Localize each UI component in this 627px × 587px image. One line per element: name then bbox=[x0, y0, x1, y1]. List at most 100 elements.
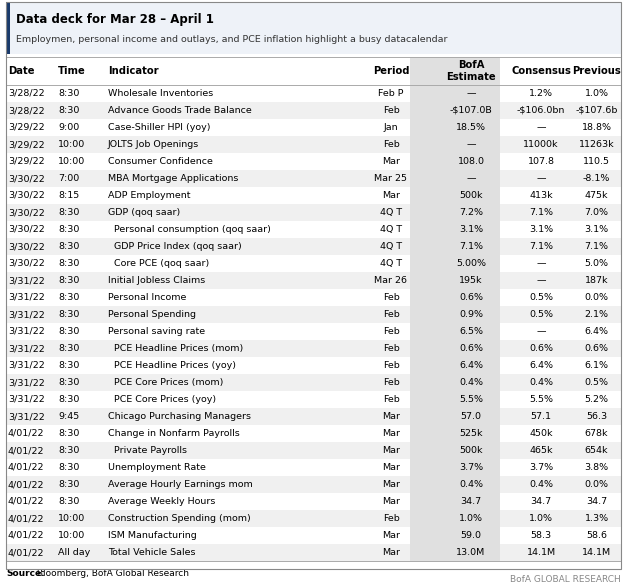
Text: Mar: Mar bbox=[382, 157, 400, 166]
Text: 3/31/22: 3/31/22 bbox=[8, 395, 45, 404]
Text: 3/31/22: 3/31/22 bbox=[8, 378, 45, 387]
Text: All day: All day bbox=[58, 548, 90, 557]
Bar bbox=[500, 527, 621, 544]
Text: 7.0%: 7.0% bbox=[584, 208, 608, 217]
Text: 9:00: 9:00 bbox=[58, 123, 79, 132]
Text: 0.0%: 0.0% bbox=[584, 293, 608, 302]
Text: 8:30: 8:30 bbox=[58, 395, 80, 404]
Text: 413k: 413k bbox=[529, 191, 553, 200]
Bar bbox=[6, 408, 410, 425]
Text: Mar: Mar bbox=[382, 548, 400, 557]
Text: Time: Time bbox=[58, 66, 86, 76]
Text: Unemployment Rate: Unemployment Rate bbox=[108, 463, 206, 472]
Text: 8:30: 8:30 bbox=[58, 259, 80, 268]
Bar bbox=[500, 323, 621, 340]
Bar bbox=[500, 442, 621, 459]
Text: 4/01/22: 4/01/22 bbox=[8, 497, 45, 506]
Text: Personal consumption (qoq saar): Personal consumption (qoq saar) bbox=[108, 225, 271, 234]
Bar bbox=[500, 136, 621, 153]
Text: GDP (qoq saar): GDP (qoq saar) bbox=[108, 208, 180, 217]
Text: Data deck for Mar 28 – April 1: Data deck for Mar 28 – April 1 bbox=[16, 13, 214, 26]
Text: 0.5%: 0.5% bbox=[529, 310, 553, 319]
Text: Mar: Mar bbox=[382, 497, 400, 506]
Bar bbox=[500, 544, 621, 561]
Text: 3/29/22: 3/29/22 bbox=[8, 123, 45, 132]
Text: 110.5: 110.5 bbox=[583, 157, 610, 166]
Text: —: — bbox=[536, 174, 545, 183]
Bar bbox=[410, 57, 500, 561]
Text: 10:00: 10:00 bbox=[58, 514, 85, 523]
Text: Personal Spending: Personal Spending bbox=[108, 310, 196, 319]
Text: Consumer Confidence: Consumer Confidence bbox=[108, 157, 213, 166]
Bar bbox=[500, 238, 621, 255]
Text: 34.7: 34.7 bbox=[460, 497, 482, 506]
Text: 4/01/22: 4/01/22 bbox=[8, 429, 45, 438]
Bar bbox=[500, 255, 621, 272]
Text: Feb: Feb bbox=[382, 395, 399, 404]
Bar bbox=[500, 204, 621, 221]
Text: GDP Price Index (qoq saar): GDP Price Index (qoq saar) bbox=[108, 242, 242, 251]
Bar bbox=[6, 357, 410, 374]
Text: 1.3%: 1.3% bbox=[584, 514, 609, 523]
Text: 13.0M: 13.0M bbox=[456, 548, 486, 557]
Text: 8:30: 8:30 bbox=[58, 446, 80, 455]
Bar bbox=[6, 527, 410, 544]
Text: Source:: Source: bbox=[6, 569, 45, 578]
Text: Mar: Mar bbox=[382, 429, 400, 438]
Text: ISM Manufacturing: ISM Manufacturing bbox=[108, 531, 197, 540]
Text: 0.6%: 0.6% bbox=[584, 344, 608, 353]
Bar bbox=[6, 476, 410, 493]
Text: 195k: 195k bbox=[459, 276, 483, 285]
Bar bbox=[500, 510, 621, 527]
Bar bbox=[500, 425, 621, 442]
Bar bbox=[6, 102, 410, 119]
Text: Bloomberg, BofA Global Research: Bloomberg, BofA Global Research bbox=[34, 569, 189, 578]
Text: Feb: Feb bbox=[382, 344, 399, 353]
Text: 0.6%: 0.6% bbox=[459, 344, 483, 353]
Text: Mar: Mar bbox=[382, 463, 400, 472]
Text: 4Q T: 4Q T bbox=[380, 225, 402, 234]
Text: 678k: 678k bbox=[585, 429, 608, 438]
Bar bbox=[6, 459, 410, 476]
Bar bbox=[500, 459, 621, 476]
Text: 10:00: 10:00 bbox=[58, 140, 85, 149]
Bar bbox=[6, 493, 410, 510]
Bar bbox=[6, 391, 410, 408]
Text: 8:15: 8:15 bbox=[58, 191, 79, 200]
Text: Average Hourly Earnings mom: Average Hourly Earnings mom bbox=[108, 480, 253, 489]
Text: 6.4%: 6.4% bbox=[459, 361, 483, 370]
Text: 14.1M: 14.1M bbox=[582, 548, 611, 557]
Text: Consensus: Consensus bbox=[511, 66, 571, 76]
Text: 3.8%: 3.8% bbox=[584, 463, 609, 472]
Bar bbox=[500, 357, 621, 374]
Text: 4/01/22: 4/01/22 bbox=[8, 514, 45, 523]
Bar bbox=[6, 544, 410, 561]
Text: Total Vehicle Sales: Total Vehicle Sales bbox=[108, 548, 196, 557]
Text: 3/29/22: 3/29/22 bbox=[8, 157, 45, 166]
Text: 4Q T: 4Q T bbox=[380, 259, 402, 268]
Text: 3/29/22: 3/29/22 bbox=[8, 140, 45, 149]
Text: 1.2%: 1.2% bbox=[529, 89, 553, 98]
Text: 3.1%: 3.1% bbox=[529, 225, 553, 234]
Text: 8:30: 8:30 bbox=[58, 344, 80, 353]
Text: 34.7: 34.7 bbox=[530, 497, 552, 506]
Text: Initial Jobless Claims: Initial Jobless Claims bbox=[108, 276, 205, 285]
Text: -$107.6b: -$107.6b bbox=[576, 106, 618, 115]
Text: Mar 26: Mar 26 bbox=[374, 276, 408, 285]
Bar bbox=[6, 374, 410, 391]
Text: —: — bbox=[536, 327, 545, 336]
Text: 8:30: 8:30 bbox=[58, 497, 80, 506]
Text: 18.5%: 18.5% bbox=[456, 123, 486, 132]
Text: 59.0: 59.0 bbox=[460, 531, 482, 540]
Text: Mar 25: Mar 25 bbox=[374, 174, 408, 183]
Text: 11000k: 11000k bbox=[524, 140, 559, 149]
Bar bbox=[500, 374, 621, 391]
Bar bbox=[6, 306, 410, 323]
Bar bbox=[6, 153, 410, 170]
Text: Previous: Previous bbox=[572, 66, 621, 76]
Text: 8:30: 8:30 bbox=[58, 429, 80, 438]
Text: 4/01/22: 4/01/22 bbox=[8, 446, 45, 455]
Text: 2.1%: 2.1% bbox=[584, 310, 608, 319]
Bar bbox=[6, 340, 410, 357]
Text: 8:30: 8:30 bbox=[58, 242, 80, 251]
